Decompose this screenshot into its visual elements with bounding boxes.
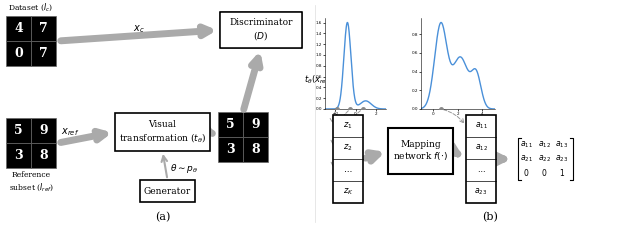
Bar [6, 118, 31, 143]
Text: Dataset ($I_c$): Dataset ($I_c$) [8, 1, 54, 13]
Text: $1$: $1$ [559, 168, 565, 178]
Text: $a_{23}$: $a_{23}$ [474, 187, 488, 197]
Text: Reference
subset ($I_{ref}$): Reference subset ($I_{ref}$) [8, 171, 53, 193]
FancyBboxPatch shape [115, 113, 210, 151]
Text: 0: 0 [14, 47, 23, 60]
Text: $\cdots$: $\cdots$ [477, 166, 485, 174]
FancyBboxPatch shape [388, 128, 453, 174]
Text: 3: 3 [226, 143, 235, 156]
Bar [31, 143, 56, 168]
Text: (a): (a) [156, 212, 171, 222]
FancyBboxPatch shape [333, 115, 363, 203]
Text: $a_{12}$: $a_{12}$ [474, 143, 488, 153]
Bar [218, 112, 243, 137]
Text: $a_{13}$: $a_{13}$ [556, 140, 568, 150]
Text: $a_{11}$: $a_{11}$ [520, 140, 532, 150]
Bar [6, 16, 31, 41]
Text: Generator: Generator [144, 187, 191, 195]
Text: $z_K$: $z_K$ [342, 187, 353, 197]
Text: $\cdots$: $\cdots$ [343, 166, 353, 174]
Text: 4: 4 [14, 22, 23, 35]
FancyBboxPatch shape [466, 115, 496, 203]
Text: 3: 3 [14, 149, 23, 162]
Bar [6, 143, 31, 168]
Bar [31, 41, 56, 66]
Text: $x_c$: $x_c$ [133, 23, 145, 35]
Text: (b): (b) [482, 212, 498, 222]
Text: $x_{ref}$: $x_{ref}$ [61, 126, 79, 138]
Text: 8: 8 [251, 143, 260, 156]
Text: 9: 9 [251, 118, 260, 131]
Text: 8: 8 [39, 149, 48, 162]
Bar [31, 118, 56, 143]
Text: 9: 9 [39, 124, 48, 137]
Bar [243, 112, 268, 137]
Text: $z_2$: $z_2$ [343, 143, 353, 153]
Bar [218, 137, 243, 162]
Text: $0$: $0$ [541, 168, 547, 178]
Text: $a_{12}$: $a_{12}$ [538, 140, 550, 150]
Text: 5: 5 [226, 118, 235, 131]
Text: $a_{22}$: $a_{22}$ [538, 154, 550, 164]
Text: Visual
transformation ($t_\theta$): Visual transformation ($t_\theta$) [119, 120, 206, 144]
Text: 7: 7 [39, 22, 48, 35]
Text: 7: 7 [39, 47, 48, 60]
Text: Discriminator
($D$): Discriminator ($D$) [229, 18, 292, 42]
Text: $a_{11}$: $a_{11}$ [474, 121, 488, 131]
Bar [6, 41, 31, 66]
FancyBboxPatch shape [220, 12, 302, 48]
FancyBboxPatch shape [140, 180, 195, 202]
Text: $\theta\sim p_\theta$: $\theta\sim p_\theta$ [170, 162, 198, 175]
Bar [243, 137, 268, 162]
Text: $t_\theta(x_{ref})$: $t_\theta(x_{ref})$ [304, 74, 332, 86]
Text: $a_{21}$: $a_{21}$ [520, 154, 532, 164]
Text: $0$: $0$ [523, 168, 529, 178]
Text: $z_1$: $z_1$ [343, 121, 353, 131]
Text: Mapping
network $f(\cdot)$: Mapping network $f(\cdot)$ [393, 140, 448, 162]
Text: $a_{23}$: $a_{23}$ [556, 154, 568, 164]
Text: 5: 5 [14, 124, 23, 137]
Bar [31, 16, 56, 41]
